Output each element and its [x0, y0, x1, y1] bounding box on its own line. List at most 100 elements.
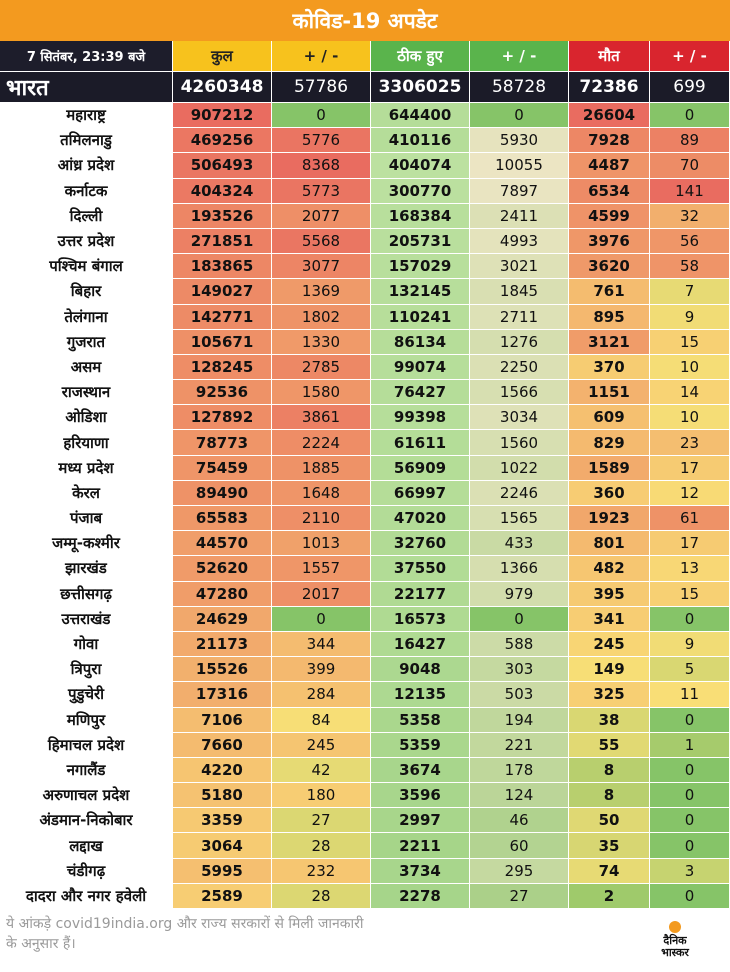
deaths-cell: 370: [569, 354, 650, 381]
total-cell: 44570: [173, 531, 272, 557]
recovered-cell: 86134: [371, 329, 470, 355]
deaths-change-cell: 13: [650, 556, 730, 582]
state-name: तमिलनाडु: [0, 128, 173, 154]
deaths-change-cell: 58: [650, 254, 730, 280]
deaths-change-cell: 32: [650, 203, 730, 229]
total-cell: 75459: [173, 455, 272, 481]
total-change-cell: 8368: [272, 153, 371, 179]
deaths-change-cell: 12: [650, 480, 730, 506]
state-name: त्रिपुरा: [0, 657, 173, 683]
state-name: बिहार: [0, 279, 173, 305]
total-cell: 142771: [173, 304, 272, 330]
recovered-cell: 16573: [371, 606, 470, 632]
deaths-cell: 341: [569, 606, 650, 632]
recovered-cell: 66997: [371, 480, 470, 506]
total-cell: 5995: [173, 858, 272, 884]
deaths-change-cell: 3: [650, 858, 730, 884]
state-name: आंध्र प्रदेश: [0, 153, 173, 179]
recovered-change-cell: 7897: [470, 178, 569, 204]
state-name: पंजाब: [0, 506, 173, 532]
total-cell: 89490: [173, 480, 272, 506]
state-name: दादरा और नगर हवेली: [0, 883, 173, 909]
deaths-change-cell: 15: [650, 329, 730, 355]
total-cell: 92536: [173, 380, 272, 406]
deaths-cell: 3620: [569, 254, 650, 280]
total-cell: 21173: [173, 631, 272, 658]
deaths-change-cell: 9: [650, 631, 730, 658]
recovered-cell: 2278: [371, 883, 470, 909]
total-change-cell: 42: [272, 757, 371, 784]
deaths-change-cell: 5: [650, 657, 730, 683]
header-recovered-change: + / -: [470, 41, 569, 72]
deaths-cell: 1923: [569, 506, 650, 532]
recovered-change-cell: 10055: [470, 153, 569, 179]
deaths-cell: 395: [569, 581, 650, 607]
deaths-cell: 482: [569, 556, 650, 582]
recovered-cell: 99398: [371, 405, 470, 431]
total-cell: 193526: [173, 203, 272, 229]
recovered-cell: 2997: [371, 808, 470, 834]
deaths-change-cell: 0: [650, 808, 730, 834]
total-cell: 15526: [173, 657, 272, 683]
total-cell: 78773: [173, 430, 272, 456]
total-change-cell: 3077: [272, 254, 371, 280]
recovered-cell: 300770: [371, 178, 470, 204]
deaths-cell: 3121: [569, 329, 650, 355]
recovered-change-cell: 2250: [470, 354, 569, 381]
recovered-cell: 3596: [371, 783, 470, 809]
total-cell: 149027: [173, 279, 272, 305]
recovered-cell: 3674: [371, 757, 470, 784]
total-cell: 469256: [173, 128, 272, 154]
recovered-cell: 76427: [371, 380, 470, 406]
recovered-change-cell: 1845: [470, 279, 569, 305]
state-name: असम: [0, 354, 173, 381]
recovered-change-cell: 433: [470, 531, 569, 557]
total-change-cell: 232: [272, 858, 371, 884]
state-name: नगालैंड: [0, 757, 173, 784]
total-change-cell: 1369: [272, 279, 371, 305]
total-change-cell: 1885: [272, 455, 371, 481]
deaths-change-cell: 56: [650, 228, 730, 255]
recovered-change-cell: 1566: [470, 380, 569, 406]
state-name: महाराष्ट्र: [0, 103, 173, 129]
total-change-cell: 2017: [272, 581, 371, 607]
title-bar: कोविड-19 अपडेट: [0, 0, 730, 41]
recovered-change-cell: 2246: [470, 480, 569, 506]
deaths-cell: 26604: [569, 103, 650, 129]
deaths-cell: 55: [569, 732, 650, 758]
total-change-cell: 1557: [272, 556, 371, 582]
recovered-cell: 16427: [371, 631, 470, 658]
recovered-change-cell: 503: [470, 682, 569, 708]
recovered-change-cell: 0: [470, 103, 569, 129]
total-change-cell: 2077: [272, 203, 371, 229]
recovered-change-cell: 60: [470, 833, 569, 859]
deaths-change-cell: 70: [650, 153, 730, 179]
recovered-cell: 2211: [371, 833, 470, 859]
recovered-change-cell: 3021: [470, 254, 569, 280]
deaths-cell: 4599: [569, 203, 650, 229]
total-change-cell: 344: [272, 631, 371, 658]
header-deaths-change: + / -: [650, 41, 730, 72]
total-cell: 128245: [173, 354, 272, 381]
deaths-change-cell: 0: [650, 757, 730, 784]
total-change-cell: 1013: [272, 531, 371, 557]
recovered-change-cell: 178: [470, 757, 569, 784]
deaths-cell: 149: [569, 657, 650, 683]
recovered-cell: 32760: [371, 531, 470, 557]
india-recovered: 3306025: [371, 72, 470, 103]
deaths-change-cell: 10: [650, 405, 730, 431]
state-name: पुडुचेरी: [0, 682, 173, 708]
recovered-cell: 132145: [371, 279, 470, 305]
state-name: केरल: [0, 480, 173, 506]
total-change-cell: 0: [272, 103, 371, 129]
state-name: झारखंड: [0, 556, 173, 582]
recovered-change-cell: 1022: [470, 455, 569, 481]
state-name: गोवा: [0, 631, 173, 658]
state-name: कर्नाटक: [0, 178, 173, 204]
state-name: अरुणाचल प्रदेश: [0, 783, 173, 809]
state-name: मणिपुर: [0, 707, 173, 733]
recovered-cell: 9048: [371, 657, 470, 683]
recovered-cell: 37550: [371, 556, 470, 582]
recovered-cell: 3734: [371, 858, 470, 884]
total-cell: 65583: [173, 506, 272, 532]
